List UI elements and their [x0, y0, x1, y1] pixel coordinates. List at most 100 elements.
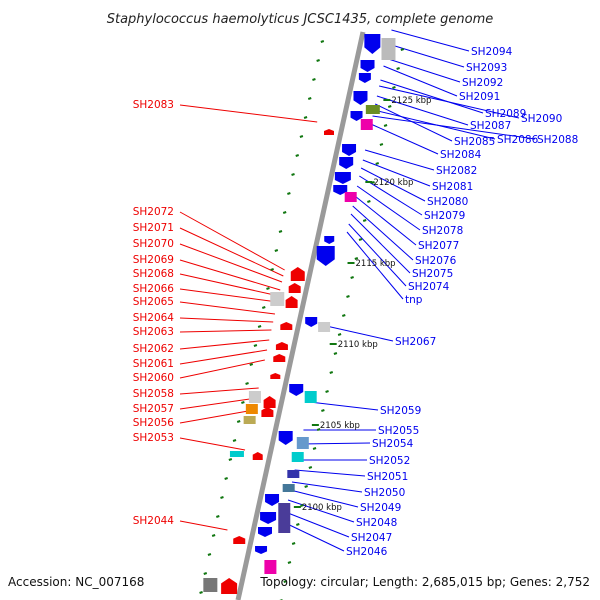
map-title: Staphylococcus haemolyticus JCSC1435, co…: [107, 12, 494, 27]
forward-gene-arrow: [270, 373, 281, 379]
gene-label-sh2068: SH2068: [133, 268, 174, 280]
tick-mark-left: [278, 230, 283, 233]
gene-block: [344, 192, 357, 202]
tick-mark-right: [325, 390, 329, 393]
tick-mark-left: [287, 192, 291, 195]
tick-mark-left: [236, 420, 241, 423]
tick-mark-right: [354, 257, 359, 260]
gene-label-sh2083: SH2083: [133, 99, 174, 111]
gene-label-sh2094: SH2094: [471, 46, 513, 58]
leader-line: [376, 95, 469, 126]
gene-label-sh2071: SH2071: [133, 222, 174, 234]
leader-line: [179, 227, 284, 277]
tick-mark-left: [224, 477, 228, 480]
forward-gene-arrow: [261, 407, 274, 417]
gene-block: [270, 292, 285, 306]
leader-line: [290, 489, 359, 508]
leader-line: [179, 104, 318, 123]
leader-line: [285, 511, 350, 538]
reverse-gene-arrow: [353, 91, 368, 105]
leader-line: [372, 115, 536, 140]
tick-mark-right: [321, 409, 325, 412]
tick-mark-right: [341, 314, 346, 317]
gene-label-sh2088: SH2088: [537, 134, 578, 146]
leader-line: [282, 521, 345, 552]
gene-label-sh2056: SH2056: [133, 417, 175, 429]
gene-block: [264, 560, 277, 574]
leader-line: [179, 437, 246, 451]
tick-mark-left: [320, 40, 325, 43]
tick-mark-right: [400, 48, 405, 51]
tick-mark-right: [291, 542, 296, 545]
gene-label-sh2069: SH2069: [133, 254, 174, 266]
gene-block: [278, 503, 291, 533]
gene-block: [318, 322, 331, 332]
tick-mark-right: [392, 86, 396, 89]
gene-block: [229, 451, 244, 457]
leader-line: [179, 243, 283, 283]
gene-label-sh2052: SH2052: [369, 455, 410, 467]
gene-label-sh2074: SH2074: [408, 281, 450, 293]
tick-mark-right: [300, 504, 304, 507]
leader-line: [179, 301, 276, 315]
gene-label-sh2054: SH2054: [372, 438, 414, 450]
scale-label: 2100 kbp: [302, 503, 342, 513]
forward-gene-arrow: [288, 283, 301, 293]
leader-line: [179, 520, 228, 531]
gene-block: [243, 416, 256, 424]
leader-line: [388, 43, 465, 68]
reverse-gene-arrow: [339, 157, 354, 169]
leader-line: [309, 401, 379, 411]
tick-mark-left: [249, 363, 254, 366]
leader-line: [379, 85, 520, 119]
genome-backbone: [235, 31, 366, 600]
tick-mark-left: [241, 401, 245, 404]
gene-block: [365, 105, 380, 114]
tick-mark-right: [316, 428, 321, 431]
tick-mark-right: [358, 238, 363, 241]
forward-gene-arrow: [280, 322, 293, 330]
gene-label-sh2087: SH2087: [470, 120, 511, 132]
scale-label: 2110 kbp: [338, 340, 378, 350]
gene-label-sh2080: SH2080: [427, 196, 468, 208]
reverse-gene-arrow: [342, 144, 357, 156]
leader-line: [179, 409, 254, 424]
tick-mark-right: [295, 523, 300, 526]
leader-line: [294, 469, 366, 477]
gene-label-sh2084: SH2084: [440, 149, 482, 161]
leader-line: [380, 79, 484, 114]
tick-mark-left: [257, 325, 262, 328]
gene-label-sh2063: SH2063: [133, 326, 174, 338]
tick-mark-left: [274, 249, 279, 252]
tick-mark-right: [283, 580, 288, 583]
gene-label-sh2053: SH2053: [133, 432, 174, 444]
gene-label-sh2046: SH2046: [346, 546, 388, 558]
gene-block: [304, 391, 317, 403]
tick-mark-left: [211, 534, 216, 537]
forward-gene-arrow: [290, 267, 305, 281]
leader-line: [383, 65, 458, 97]
tick-mark-right: [287, 561, 292, 564]
forward-gene-arrow: [275, 342, 288, 350]
scale-ticks: [199, 40, 405, 600]
tick-mark-left: [245, 382, 249, 385]
tick-mark-right: [383, 124, 388, 127]
reverse-gene-arrow: [334, 172, 351, 184]
gene-label-sh2090: SH2090: [521, 113, 562, 125]
tick-mark-right: [350, 276, 354, 279]
leader-line: [374, 103, 453, 142]
leader-line: [291, 481, 363, 493]
gene-label-sh2067: SH2067: [395, 336, 436, 348]
tick-mark-left: [307, 97, 312, 100]
reverse-gene-arrow: [358, 73, 371, 83]
gene-label-sh2062: SH2062: [133, 343, 174, 355]
tick-mark-right: [312, 447, 317, 450]
gene-label-sh2047: SH2047: [351, 532, 392, 544]
scale-label: 2115 kbp: [356, 259, 396, 269]
gene-label-sh2072: SH2072: [133, 206, 174, 218]
forward-gene-arrow: [285, 296, 298, 308]
tick-mark-right: [308, 466, 313, 469]
leader-line: [179, 288, 278, 303]
tick-mark-left: [207, 553, 212, 556]
gene-label-sh2081: SH2081: [432, 181, 473, 193]
